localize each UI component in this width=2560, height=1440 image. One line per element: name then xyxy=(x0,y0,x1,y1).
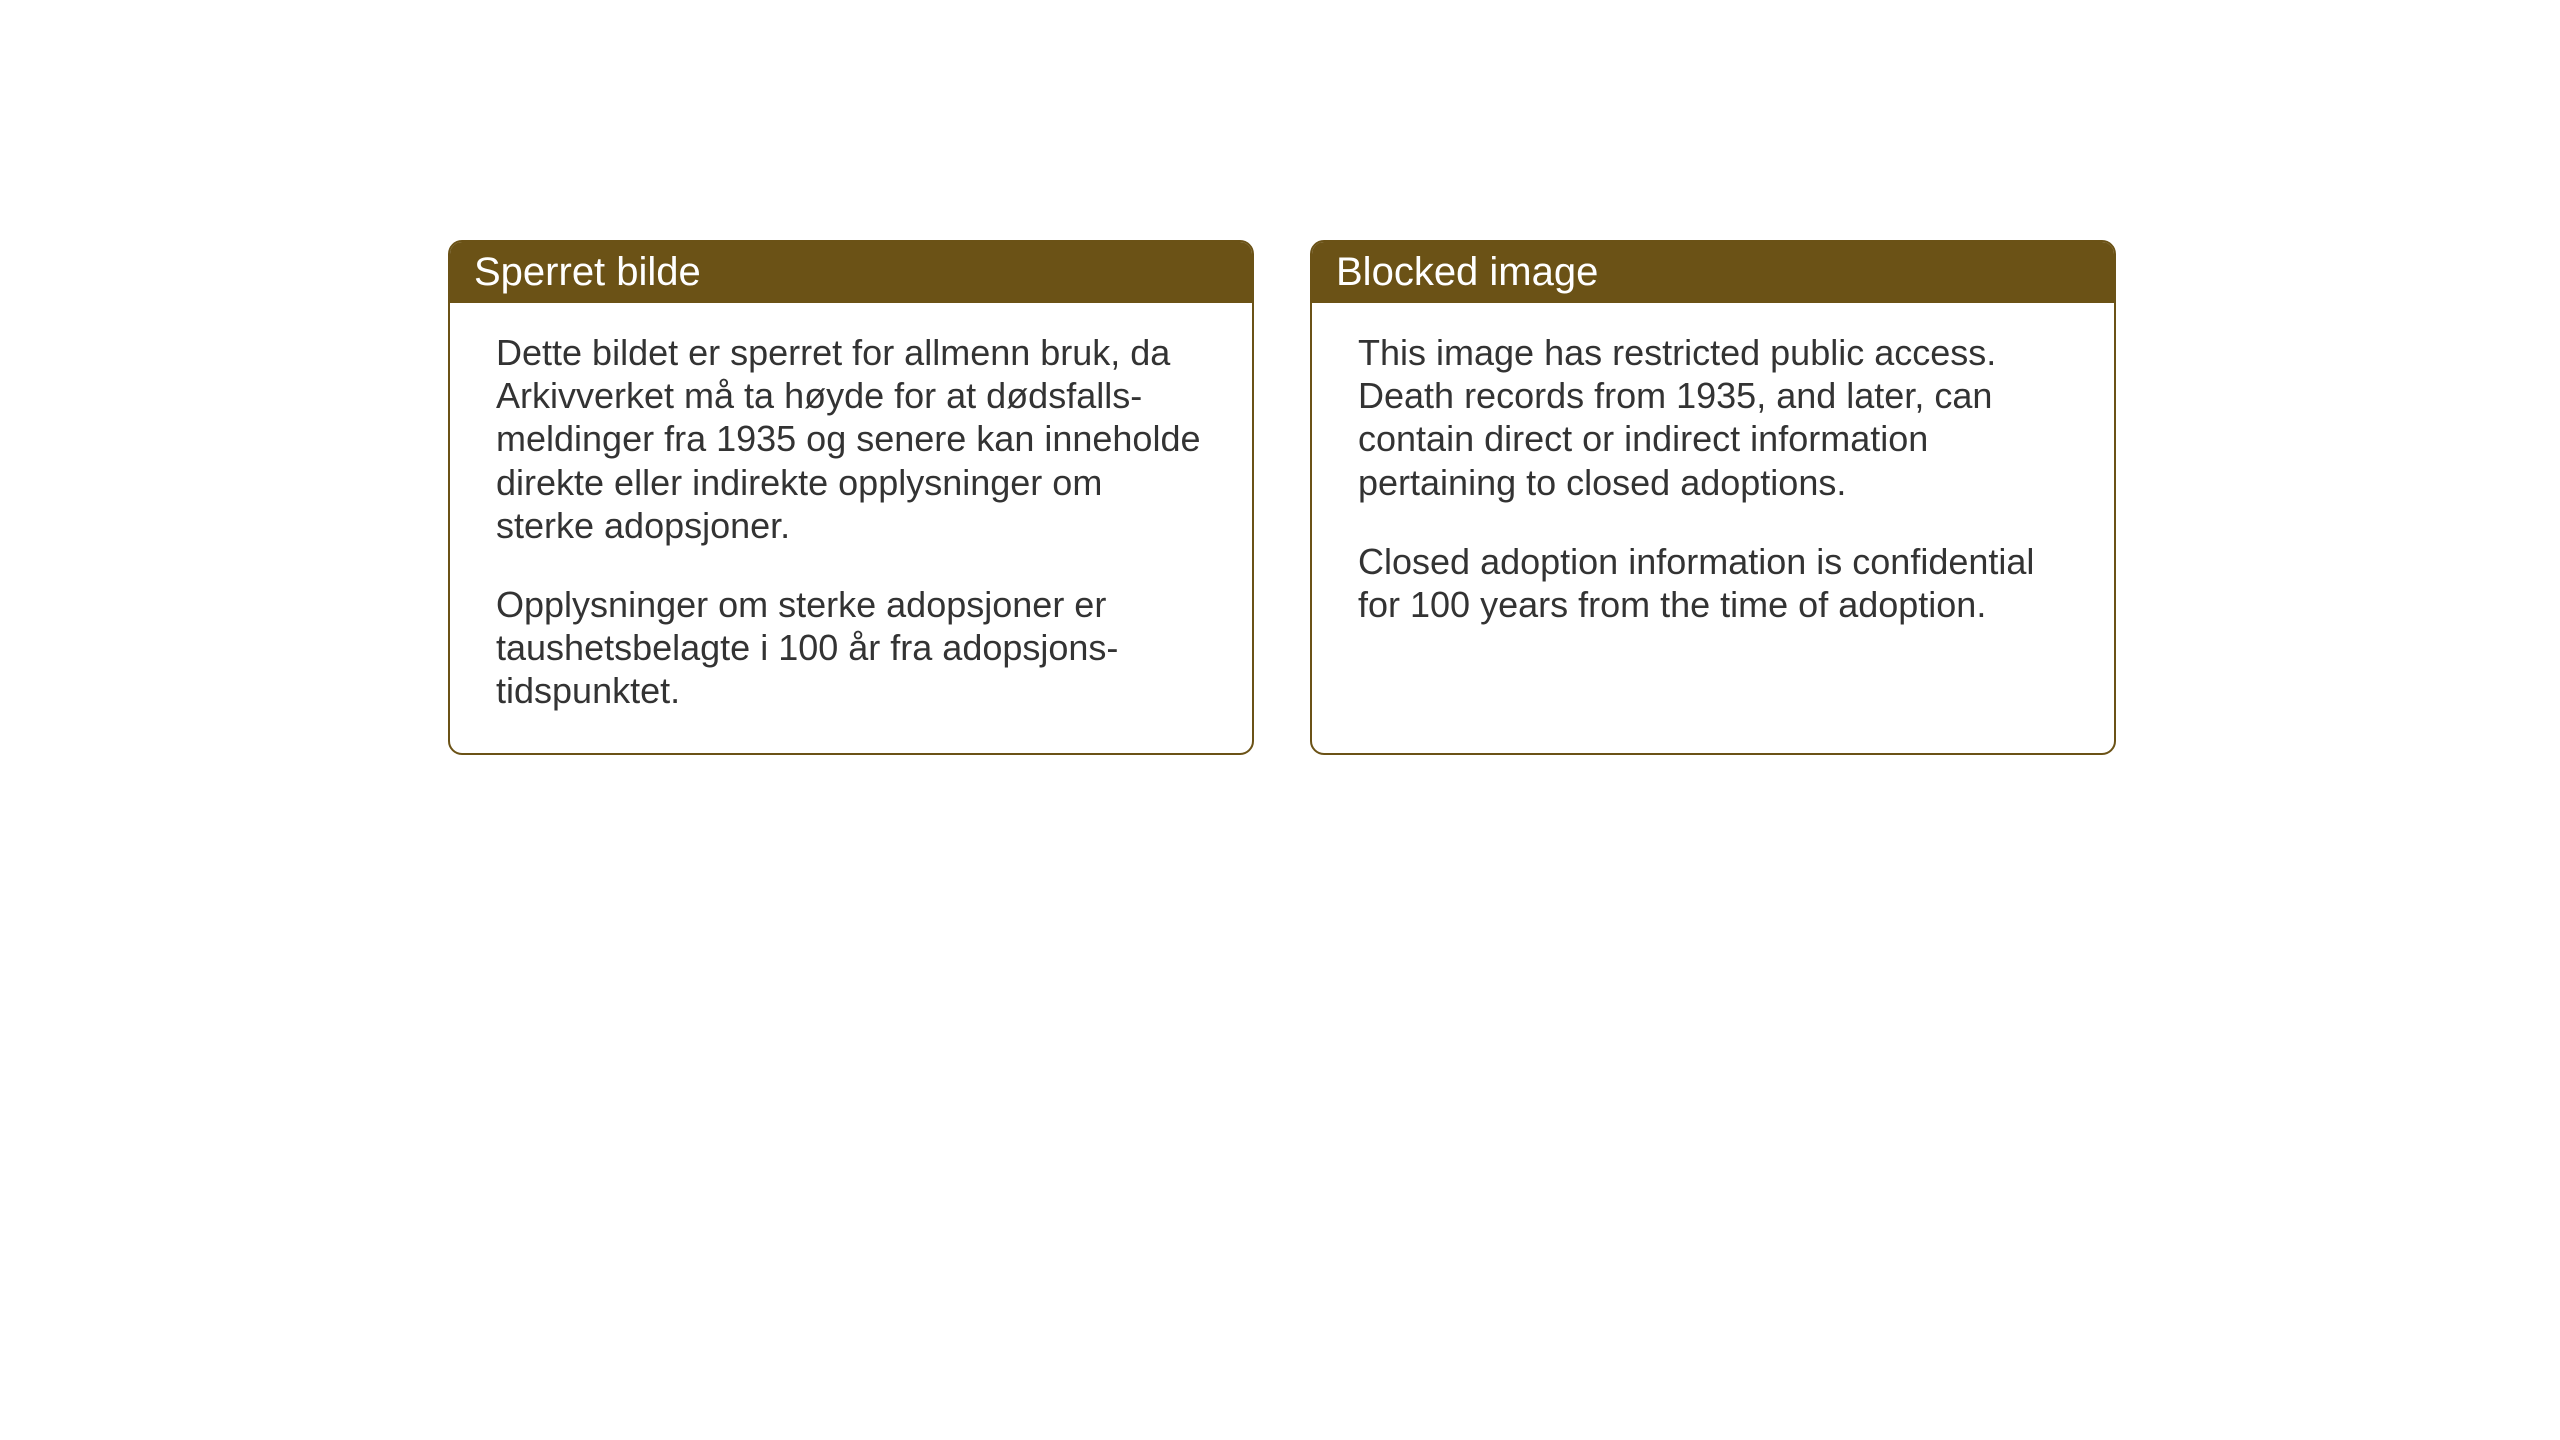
norwegian-paragraph-1: Dette bildet er sperret for allmenn bruk… xyxy=(496,331,1206,547)
english-card-body: This image has restricted public access.… xyxy=(1312,303,2114,666)
notice-container: Sperret bilde Dette bildet er sperret fo… xyxy=(0,0,2560,755)
norwegian-notice-card: Sperret bilde Dette bildet er sperret fo… xyxy=(448,240,1254,755)
norwegian-paragraph-2: Opplysninger om sterke adopsjoner er tau… xyxy=(496,583,1206,713)
english-paragraph-2: Closed adoption information is confident… xyxy=(1358,540,2068,626)
norwegian-card-body: Dette bildet er sperret for allmenn bruk… xyxy=(450,303,1252,753)
english-paragraph-1: This image has restricted public access.… xyxy=(1358,331,2068,504)
english-notice-card: Blocked image This image has restricted … xyxy=(1310,240,2116,755)
english-card-title: Blocked image xyxy=(1312,242,2114,303)
norwegian-card-title: Sperret bilde xyxy=(450,242,1252,303)
